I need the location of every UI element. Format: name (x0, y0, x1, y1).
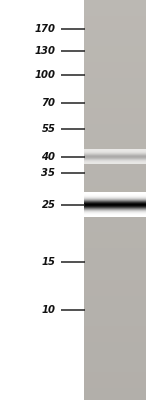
Text: 40: 40 (41, 152, 55, 162)
Text: 25: 25 (41, 200, 55, 210)
Text: 10: 10 (41, 305, 55, 315)
Text: 15: 15 (41, 257, 55, 267)
Text: 130: 130 (34, 46, 55, 56)
Bar (84, 0, 146, 400)
Text: 55: 55 (41, 124, 55, 134)
Text: 70: 70 (41, 98, 55, 108)
Text: 100: 100 (34, 70, 55, 80)
Text: 35: 35 (41, 168, 55, 178)
Text: 170: 170 (34, 24, 55, 34)
